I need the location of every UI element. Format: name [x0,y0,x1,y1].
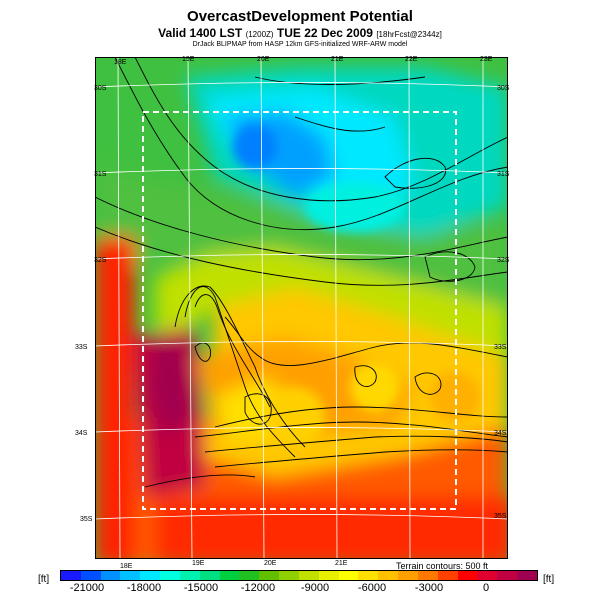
colorbar-tick-label: -3000 [414,582,444,594]
colorbar-segment [517,571,537,580]
colorbar-unit-right: [ft] [543,574,555,585]
colorbar-segment [497,571,518,580]
chart-title: OvercastDevelopment Potential [187,8,413,25]
right-lat-label: 33S [494,344,507,351]
colorbar-tick-label: -12000 [240,582,276,594]
top-lon-label: 21E [331,56,344,63]
top-lon-label: 22E [405,56,418,63]
terrain-contour-note: Terrain contours: 500 ft [396,561,489,571]
colorbar-segment [477,571,498,580]
colorbar-segment [61,571,81,580]
colorbar-segment [100,571,121,580]
colorbar-segment [239,571,260,580]
model-credit: DrJack BLIPMAP from HASP 12km GFS-initia… [192,41,408,48]
colorbar-segment [358,571,379,580]
field-detail [233,125,480,447]
top-lon-label: 19E [182,56,195,63]
bottom-lon-label: 18E [120,563,133,570]
graticule [95,57,508,559]
colorbar-segment [437,571,458,580]
colorbar-segment [199,571,220,580]
valid-code: (1200Z) [245,30,274,39]
valid-time-line: Valid 1400 LST (1200Z) TUE 22 Dec 2009 [… [0,26,600,40]
bottom-lon-label: 20E [264,560,277,567]
right-lat-label: 34S [494,430,507,437]
inner-domain-box [142,111,457,510]
bottom-lon-label: 21E [335,560,348,567]
colorbar-segment [318,571,339,580]
colorbar-segment [140,571,161,580]
colorbar-segment [398,571,418,580]
colorbar-segment [457,571,478,580]
colorbar-tick-label: -15000 [183,582,219,594]
colorbar-segment [160,571,180,580]
colorbar [60,570,538,581]
colorbar-segment [417,571,438,580]
top-lon-label: 20E [257,56,270,63]
colorbar-segment [298,571,319,580]
map-frame [95,57,508,559]
colorbar-segment [378,571,399,580]
top-lon-label: 23E [480,56,493,63]
left-lat-label: 34S [75,430,88,437]
valid-suffix: [18hrFcst@2344z] [376,30,442,39]
colorbar-segment [80,571,101,580]
valid-date: TUE 22 Dec 2009 [276,26,373,40]
bottom-lon-label: 19E [192,560,205,567]
colorbar-segment [279,571,299,580]
forecast-map [95,57,508,559]
right-lat-label: 31S [497,171,510,178]
valid-prefix: Valid 1400 LST [158,26,243,40]
colorbar-segment [259,571,280,580]
colorbar-segment [219,571,240,580]
colorbar-segment [120,571,141,580]
colorbar-segment [179,571,200,580]
right-lat-label: 32S [497,257,510,264]
left-lat-label: 31S [94,171,107,178]
left-lat-label: 32S [94,257,107,264]
right-lat-label: 35S [494,513,507,520]
colorbar-tick-label: -18000 [126,582,162,594]
colorbar-tick-label: -6000 [357,582,387,594]
colorbar-tick-label: -21000 [69,582,105,594]
colorbar-unit-left: [ft] [38,574,50,585]
left-lat-label: 33S [75,344,88,351]
colorbar-segment [338,571,359,580]
colorbar-tick-label: 0 [482,582,490,594]
right-lat-label: 30S [497,85,510,92]
top-lon-label: 18E [114,59,127,66]
left-lat-label: 35S [80,516,93,523]
left-lat-label: 30S [94,85,107,92]
colorbar-tick-label: -9000 [300,582,330,594]
